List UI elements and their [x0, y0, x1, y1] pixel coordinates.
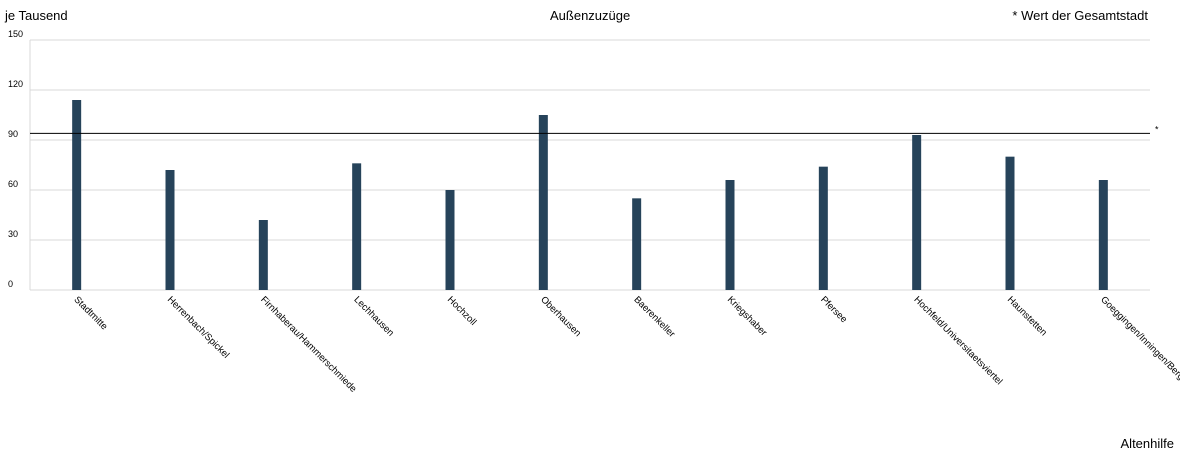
bar	[258, 220, 268, 290]
bar	[725, 180, 735, 290]
x-tick-label: Herrenbach/Spickel	[165, 294, 231, 360]
x-tick-label: Firnhaberau/Hammerschmiede	[258, 294, 358, 394]
bar	[912, 135, 922, 290]
bar	[352, 163, 362, 290]
footer-label: Altenhilfe	[1120, 436, 1174, 451]
x-tick-label: Pfersee	[818, 294, 849, 325]
y-axis-unit-label: je Tausend	[5, 8, 68, 23]
bar	[538, 115, 548, 290]
bar	[632, 198, 642, 290]
y-tick-label: 60	[8, 179, 18, 189]
x-tick-label: Hochzoll	[445, 294, 479, 328]
bar	[1005, 156, 1015, 290]
x-tick-label: Hochfeld/Universitaetsviertel	[912, 294, 1005, 387]
y-tick-label: 0	[8, 279, 13, 289]
x-tick-label: Haunstetten	[1005, 294, 1049, 338]
bar	[165, 170, 175, 290]
bar	[445, 190, 455, 290]
chart-title: Außenzuzüge	[550, 8, 631, 23]
x-tick-label: Stadtmitte	[72, 294, 110, 332]
bar	[818, 166, 828, 290]
y-tick-label: 30	[8, 229, 18, 239]
reference-note: * Wert der Gesamtstadt	[1012, 8, 1148, 23]
x-tick-label: Lechhausen	[352, 294, 396, 338]
y-tick-label: 120	[8, 79, 23, 89]
y-tick-label: 90	[8, 129, 18, 139]
y-tick-label: 150	[8, 29, 23, 39]
x-tick-label: Kriegshaber	[725, 294, 769, 338]
x-tick-label: Oberhausen	[538, 294, 583, 339]
reference-marker: *	[1155, 124, 1159, 134]
bar	[1098, 180, 1108, 290]
bar	[72, 100, 82, 290]
x-tick-label: Goeggingen/Inningen/Bergheim	[1098, 294, 1180, 397]
x-tick-label: Baerenkeller	[632, 294, 677, 339]
